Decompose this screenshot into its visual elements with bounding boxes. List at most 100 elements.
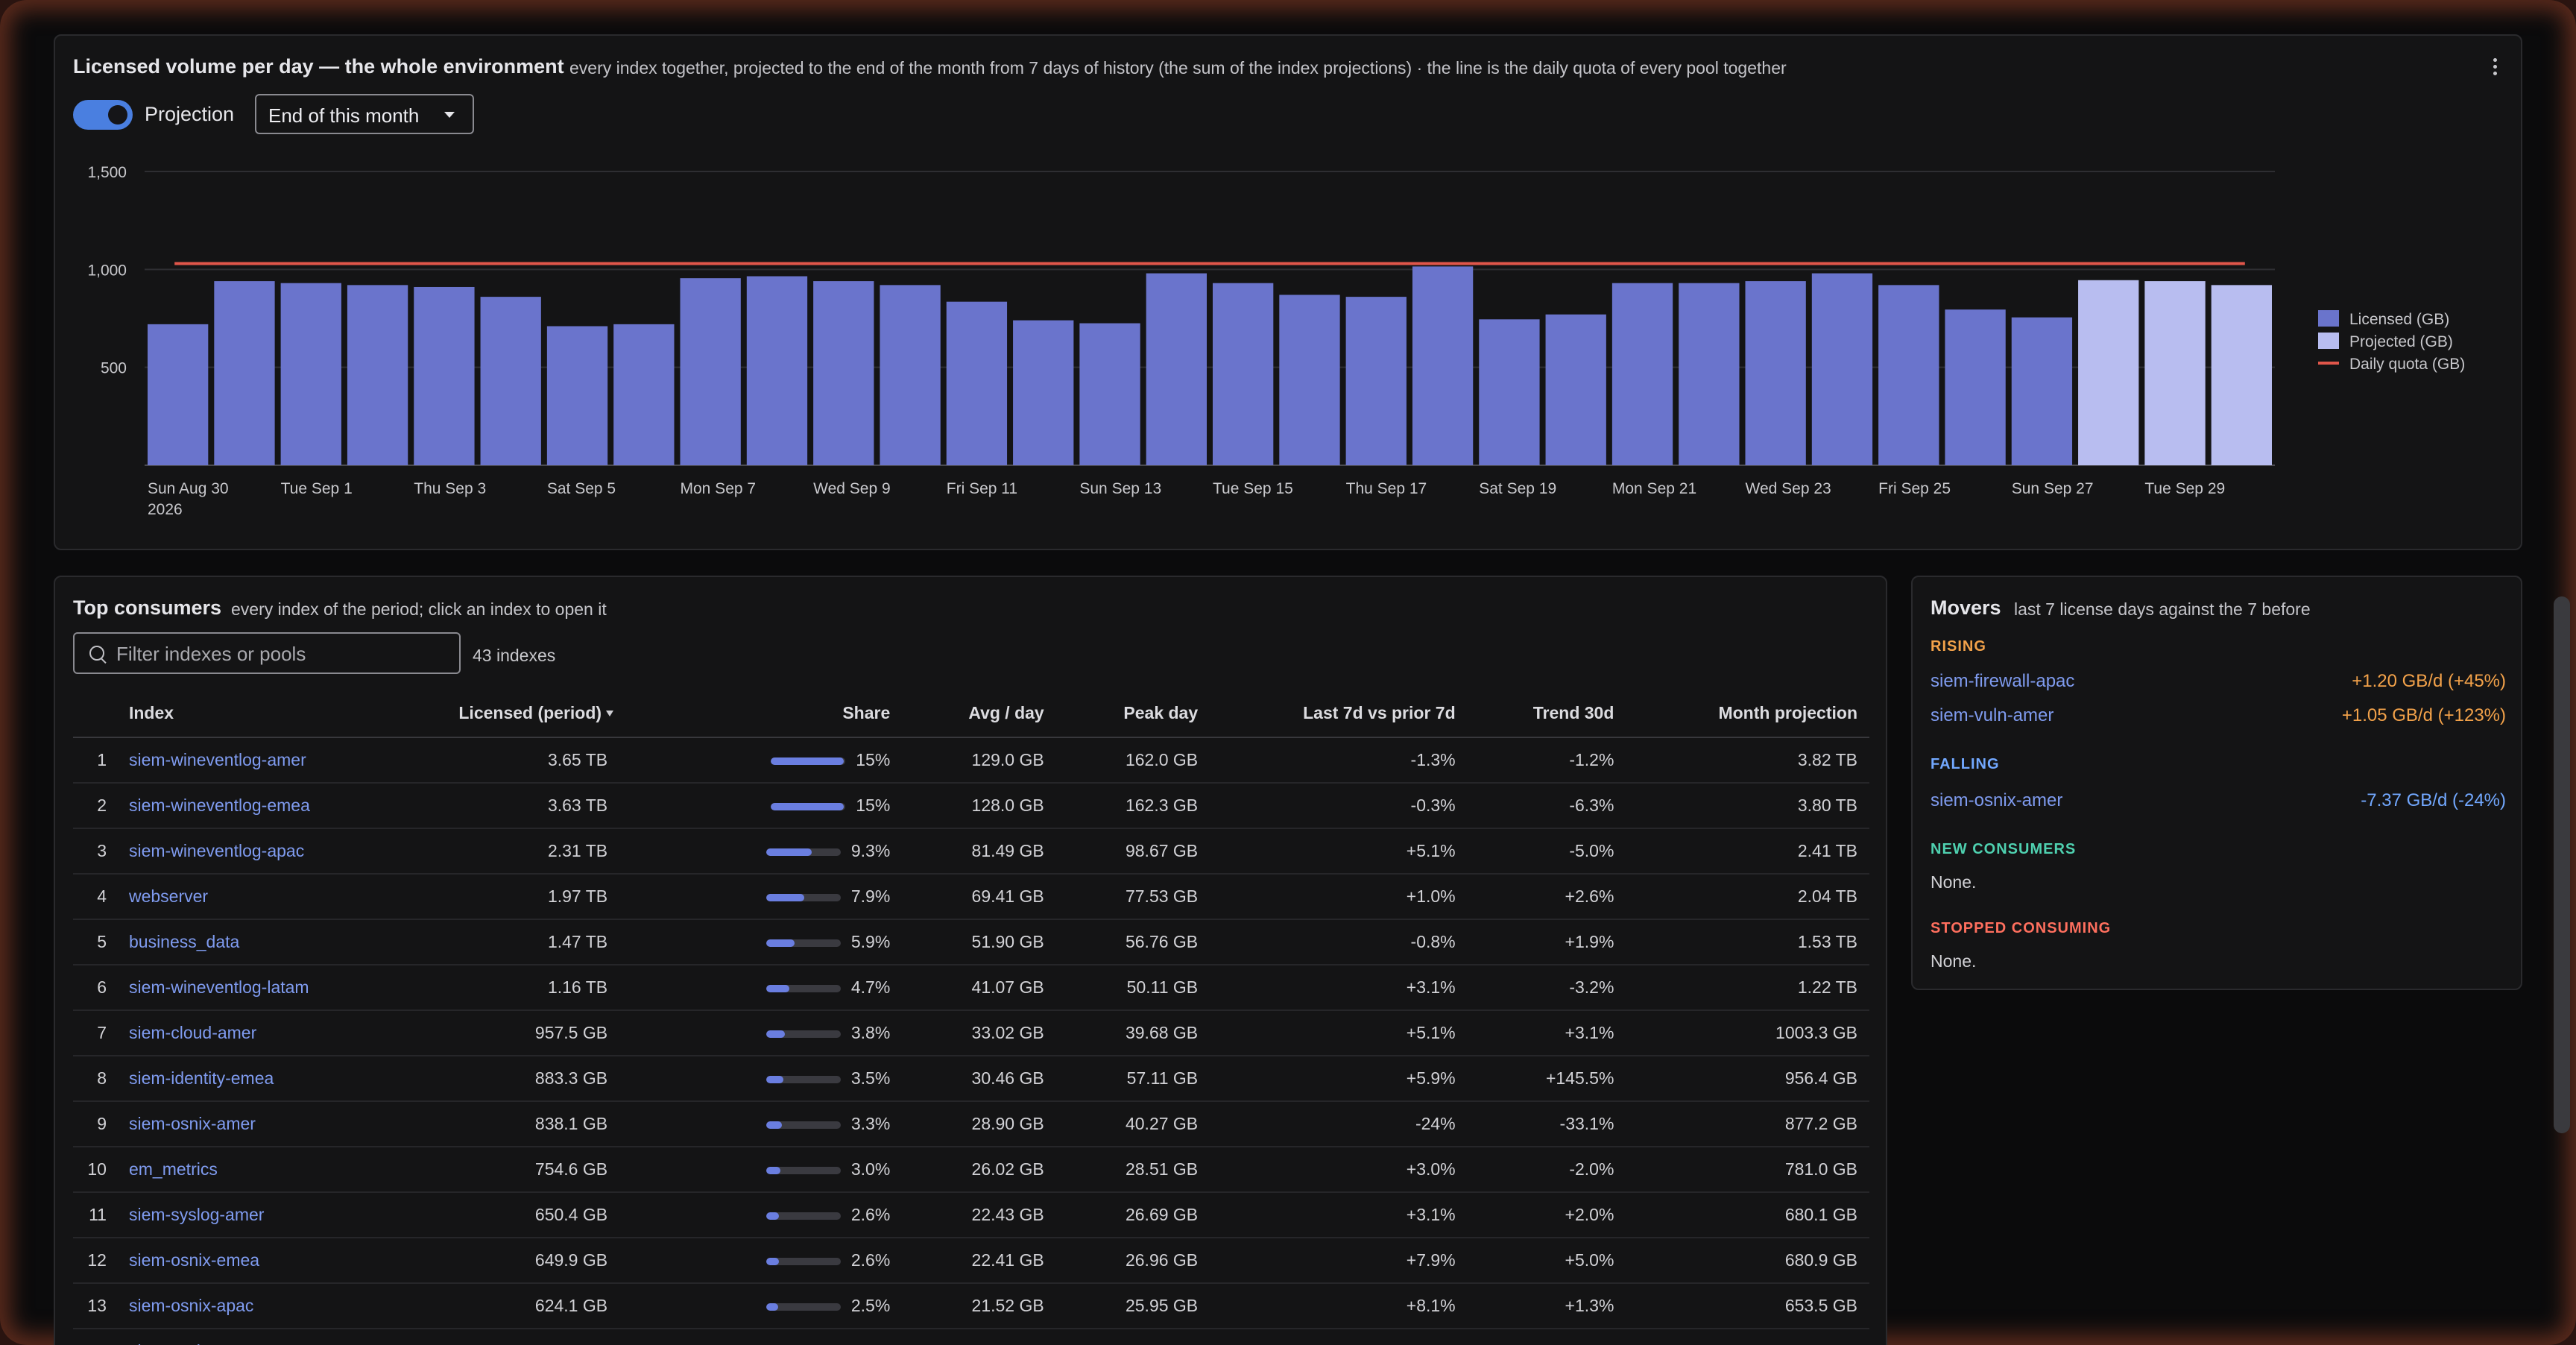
legend-label: Daily quota (GB) bbox=[2349, 356, 2465, 373]
col-trend[interactable]: Trend 30d bbox=[1467, 689, 1626, 738]
row-avg: 33.02 GB bbox=[902, 1010, 1056, 1056]
share-value: 15% bbox=[856, 796, 891, 815]
index-link[interactable]: siem-wineventlog-apac bbox=[128, 841, 305, 860]
row-share: 5.9% bbox=[619, 919, 903, 966]
table-row[interactable]: 9 siem-osnix-amer 838.1 GB 3.3% 28.90 GB 40.2… bbox=[73, 1101, 1869, 1147]
col-avg[interactable]: Avg / day bbox=[902, 689, 1056, 738]
col-peak[interactable]: Peak day bbox=[1055, 689, 1210, 738]
x-tick-label: Sun Sep 13 bbox=[1079, 480, 1161, 497]
projection-toggle[interactable] bbox=[73, 100, 133, 130]
licensed-bar bbox=[1945, 309, 2006, 465]
table-row[interactable]: 6 siem-wineventlog-latam 1.16 TB 4.7% 41.07 … bbox=[73, 965, 1869, 1011]
table-row[interactable]: 1 siem-wineventlog-amer 3.65 TB 15% 129.0 GB… bbox=[73, 737, 1869, 784]
licensed-bar bbox=[1279, 294, 1340, 465]
table-row[interactable]: 8 siem-identity-emea 883.3 GB 3.5% 30.46 GB 5… bbox=[73, 1056, 1869, 1102]
index-link[interactable]: webserver bbox=[128, 886, 209, 906]
table-row[interactable]: 13 siem-osnix-apac 624.1 GB 2.5% 21.52 GB 25.… bbox=[73, 1283, 1869, 1329]
share-value: 2.6% bbox=[850, 1205, 891, 1224]
index-link[interactable]: siem-syslog-apac bbox=[129, 1341, 262, 1345]
index-link[interactable]: business_data bbox=[128, 932, 240, 951]
filter-input[interactable] bbox=[115, 640, 446, 668]
stopped-heading: STOPPED CONSUMING bbox=[1931, 920, 2112, 936]
index-link[interactable]: siem-syslog-amer bbox=[128, 1205, 265, 1224]
share-value: 3.5% bbox=[850, 1068, 891, 1088]
share-bar-fill bbox=[765, 984, 789, 992]
row-projection: 3.82 TB bbox=[1626, 737, 1869, 784]
x-tick-label: Sun Aug 30 bbox=[148, 480, 229, 497]
top-consumers-subtitle: every index of the period; click an inde… bbox=[231, 599, 607, 619]
index-link[interactable]: siem-wineventlog-amer bbox=[128, 750, 306, 769]
row-peak: 39.68 GB bbox=[1055, 1010, 1210, 1056]
col-share[interactable]: Share bbox=[619, 689, 903, 738]
col-last7[interactable]: Last 7d vs prior 7d bbox=[1210, 689, 1468, 738]
row-rank: 3 bbox=[73, 828, 117, 875]
row-share: 2.5% bbox=[619, 1283, 903, 1329]
row-last7: +5.1% bbox=[1210, 1010, 1468, 1056]
index-link[interactable]: em_metrics bbox=[128, 1159, 218, 1179]
row-peak: 26.96 GB bbox=[1055, 1238, 1210, 1284]
row-share: 4.7% bbox=[619, 965, 903, 1011]
table-row[interactable]: 2 siem-wineventlog-emea 3.63 TB 15% 128.0 GB… bbox=[73, 783, 1869, 829]
index-link[interactable]: siem-osnix-emea bbox=[128, 1250, 260, 1270]
table-row[interactable]: 4 webserver 1.97 TB 7.9% 69.41 GB 77.53 GB +1.… bbox=[73, 874, 1869, 920]
row-licensed: 1.16 TB bbox=[446, 965, 620, 1011]
row-licensed: 649.9 GB bbox=[446, 1238, 620, 1284]
legend-swatch bbox=[2318, 333, 2339, 349]
table-row[interactable]: 7 siem-cloud-amer 957.5 GB 3.8% 33.02 GB 39.6… bbox=[73, 1010, 1869, 1056]
row-trend: -33.1% bbox=[1467, 1101, 1626, 1147]
row-rank: 11 bbox=[73, 1192, 117, 1238]
x-tick-sublabel: 2026 bbox=[148, 501, 183, 518]
index-link[interactable]: siem-cloud-amer bbox=[128, 1023, 257, 1042]
toggle-knob bbox=[108, 105, 127, 125]
x-tick-label: Mon Sep 21 bbox=[1612, 480, 1696, 497]
table-row[interactable]: 10 em_metrics 754.6 GB 3.0% 26.02 GB 28.51 GB… bbox=[73, 1147, 1869, 1193]
x-tick-label: Tue Sep 29 bbox=[2144, 480, 2225, 497]
table-row[interactable]: 14 siem-syslog-apac 526.1 GB 2.1% 18.14 GB26… bbox=[73, 1329, 1869, 1345]
row-last7: +5.1% bbox=[1210, 828, 1468, 875]
licensed-bar bbox=[414, 286, 475, 465]
share-bar-fill bbox=[765, 1121, 783, 1129]
index-link[interactable]: siem-osnix-apac bbox=[128, 1296, 254, 1315]
row-licensed: 957.5 GB bbox=[446, 1010, 620, 1056]
filter-search-box[interactable] bbox=[73, 632, 461, 674]
row-peak: 77.53 GB bbox=[1055, 874, 1210, 920]
table-row[interactable]: 5 business_data 1.47 TB 5.9% 51.90 GB 56.76 G… bbox=[73, 919, 1869, 966]
share-bar bbox=[771, 757, 846, 765]
share-bar-fill bbox=[765, 939, 795, 947]
y-tick-label: 1,500 bbox=[87, 164, 127, 181]
mover-name[interactable]: siem-osnix-amer bbox=[1931, 790, 2063, 810]
row-licensed: 1.97 TB bbox=[446, 874, 620, 920]
row-last7: +8.1% bbox=[1210, 1283, 1468, 1329]
row-last7: +3.1% bbox=[1210, 1192, 1468, 1238]
col-index[interactable]: Index bbox=[116, 689, 447, 738]
index-link[interactable]: siem-identity-emea bbox=[128, 1068, 274, 1088]
licensed-bar bbox=[880, 285, 941, 465]
row-peak: 98.67 GB bbox=[1055, 828, 1210, 875]
range-select[interactable]: End of this month bbox=[255, 94, 474, 134]
legend-label: Projected (GB) bbox=[2349, 333, 2453, 350]
index-link[interactable]: siem-osnix-amer bbox=[128, 1114, 256, 1133]
top-consumers-panel: Top consumers every index of the period;… bbox=[54, 576, 1887, 1345]
row-index-cell: business_data bbox=[116, 919, 447, 966]
kebab-menu-icon[interactable] bbox=[2493, 58, 2498, 81]
mover-name[interactable]: siem-firewall-apac bbox=[1931, 671, 2075, 691]
consumers-table: Index Licensed (period) Share Avg / day … bbox=[73, 689, 1869, 1345]
page-scrollbar[interactable] bbox=[2554, 596, 2570, 1133]
col-licensed[interactable]: Licensed (period) bbox=[446, 689, 620, 738]
table-row[interactable]: 12 siem-osnix-emea 649.9 GB 2.6% 22.41 GB 26.… bbox=[73, 1238, 1869, 1284]
row-last7: -24% bbox=[1210, 1101, 1468, 1147]
row-trend: +1.3% bbox=[1467, 1283, 1626, 1329]
x-tick-label: Thu Sep 3 bbox=[414, 480, 486, 497]
col-projection[interactable]: Month projection bbox=[1626, 689, 1869, 738]
licensed-bar bbox=[1013, 320, 1074, 465]
row-rank: 1 bbox=[73, 737, 117, 784]
table-row[interactable]: 11 siem-syslog-amer 650.4 GB 2.6% 22.43 GB 26… bbox=[73, 1192, 1869, 1238]
index-link[interactable]: siem-wineventlog-latam bbox=[128, 977, 309, 997]
table-header-row: Index Licensed (period) Share Avg / day … bbox=[73, 689, 1869, 738]
share-bar bbox=[765, 1303, 841, 1311]
table-row[interactable]: 3 siem-wineventlog-apac 2.31 TB 9.3% 81.49 G… bbox=[73, 828, 1869, 875]
index-link[interactable]: siem-wineventlog-emea bbox=[128, 796, 310, 815]
share-bar bbox=[765, 1075, 841, 1083]
mover-name[interactable]: siem-vuln-amer bbox=[1931, 705, 2054, 725]
